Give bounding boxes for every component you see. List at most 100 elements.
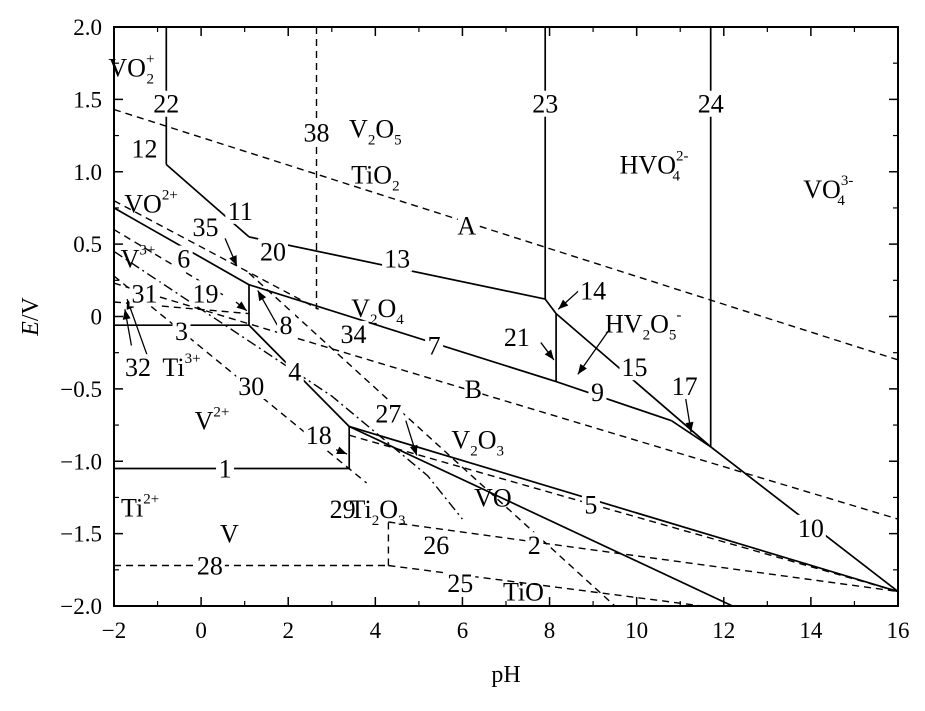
arrow-head-8: [336, 446, 348, 455]
line-label-bg: [588, 378, 607, 405]
species-label: VO+ 2: [108, 52, 154, 88]
line-label-34: 34: [341, 320, 367, 349]
line-label-1: 1: [219, 454, 232, 483]
line-label-bg: [421, 532, 452, 559]
line-label-8: 8: [280, 311, 293, 340]
line-label-11: 11: [228, 197, 253, 226]
x-tick-label: 16: [887, 618, 910, 643]
arrow-head-5: [577, 363, 587, 375]
line-label-bg: [277, 312, 296, 339]
x-tick-label: 0: [195, 618, 207, 643]
y-tick-label: 1.0: [73, 160, 102, 185]
y-axis-label: E/V: [18, 296, 44, 336]
arrow-head-4: [544, 349, 554, 360]
line-label-bg: [425, 332, 444, 359]
line-17: [671, 419, 712, 448]
y-tick-label: 1.5: [73, 87, 102, 112]
line-label-bg: [669, 372, 700, 399]
line-label-bg: [190, 213, 221, 240]
line-label-bg: [190, 280, 221, 307]
y-tick-label: 0: [91, 305, 103, 330]
line-32: [114, 228, 224, 296]
line-label-bg: [174, 245, 193, 272]
annotation-arrows: [122, 238, 694, 456]
y-tick-label: 0.5: [73, 232, 102, 257]
line-label-24: 24: [698, 90, 724, 119]
line-label-3: 3: [175, 317, 188, 346]
species-label: V2O5: [349, 114, 402, 148]
arrow-head-0: [229, 255, 237, 266]
species-label: VO: [474, 483, 512, 512]
line-label-12: 12: [131, 135, 157, 164]
line-label-bg: [236, 372, 267, 399]
species-label: V2O3: [451, 426, 504, 460]
line-label-bg: [301, 119, 332, 146]
line-label-31: 31: [131, 279, 157, 308]
x-tick-label: 4: [370, 618, 382, 643]
line-label-32: 32: [125, 353, 151, 382]
line-label-bg: [172, 317, 191, 344]
arrow-head-7: [409, 444, 418, 456]
species-label: TiO: [503, 578, 544, 607]
line-label-17: 17: [672, 372, 698, 401]
line-14: [544, 298, 557, 315]
line-label-bg: [445, 569, 476, 596]
line-label-bg: [525, 532, 544, 559]
y-tick-label: −0.5: [60, 377, 102, 402]
axis-ticks: −2 0 2 4 6 8 10 12 14 162.01.51.00.50−0.5−1.0−1.5…: [60, 15, 909, 643]
x-axis-label: pH: [491, 662, 520, 688]
line-label-30: 30: [238, 372, 264, 401]
line-label-28: 28: [197, 551, 223, 580]
line-label-23: 23: [532, 90, 558, 119]
line-label-bg: [695, 90, 726, 117]
line-30: [114, 275, 368, 484]
line-label-bg: [327, 496, 358, 523]
line-label-A: A: [457, 211, 476, 240]
x-tick-label: 10: [625, 618, 648, 643]
line-label-bg: [581, 491, 600, 518]
line-label-bg: [129, 280, 160, 307]
y-tick-label: −1.0: [60, 449, 102, 474]
line-label-bg: [257, 238, 288, 265]
species-label: HVO2-4: [620, 149, 689, 185]
line-label-22: 22: [153, 90, 179, 119]
line-label-35: 35: [192, 213, 218, 242]
line-label-7: 7: [428, 331, 441, 360]
x-tick-label: −2: [102, 618, 126, 643]
species-label: V3+: [121, 243, 156, 274]
line-34: [248, 272, 616, 606]
line-label-bg: [373, 400, 404, 427]
line-label-20: 20: [260, 237, 286, 266]
line-label-bg: [530, 90, 561, 117]
line-label-B: B: [465, 375, 482, 404]
line-label-38: 38: [304, 119, 330, 148]
line-label-bg: [122, 354, 153, 381]
line-label-10: 10: [798, 514, 824, 543]
arrow-head-2: [236, 301, 247, 311]
line-label-bg: [216, 455, 235, 482]
line-label-bg: [225, 197, 256, 224]
line-5: [348, 425, 898, 593]
line-label-bg: [501, 323, 532, 350]
line-label-19: 19: [192, 279, 218, 308]
line-15: [555, 312, 712, 448]
arrow-head-1: [257, 290, 267, 302]
line-2: [348, 425, 733, 606]
species-label: V: [220, 520, 239, 549]
line-31: [114, 301, 250, 315]
line-26: [388, 521, 898, 593]
arrow-head-3: [558, 299, 569, 310]
line-7: [248, 283, 557, 383]
line-label-26: 26: [423, 531, 449, 560]
species-label: HV2O5-: [605, 308, 681, 344]
line-label-21: 21: [504, 323, 530, 352]
species-label: Ti2O3: [350, 495, 406, 529]
species-label: V2O4: [351, 294, 404, 328]
line-label-9: 9: [591, 378, 604, 407]
line-label-bg: [578, 277, 609, 304]
line-label-6: 6: [177, 245, 190, 274]
line-label-29: 29: [330, 495, 356, 524]
